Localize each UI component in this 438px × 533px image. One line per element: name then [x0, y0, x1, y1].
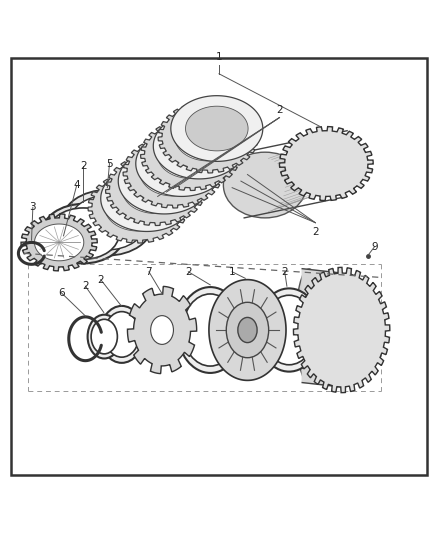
Text: 5: 5 — [106, 159, 113, 168]
Polygon shape — [136, 131, 228, 197]
Text: 2: 2 — [80, 161, 87, 171]
Polygon shape — [302, 269, 342, 387]
Polygon shape — [101, 166, 193, 231]
Text: 2: 2 — [312, 227, 319, 237]
Text: 2: 2 — [97, 274, 104, 285]
Ellipse shape — [262, 295, 316, 365]
Ellipse shape — [226, 302, 268, 358]
Polygon shape — [106, 154, 205, 225]
Text: 1: 1 — [229, 266, 236, 277]
Polygon shape — [116, 176, 178, 221]
Ellipse shape — [183, 294, 238, 366]
Ellipse shape — [296, 269, 322, 383]
Polygon shape — [21, 214, 97, 271]
Ellipse shape — [42, 204, 125, 263]
Polygon shape — [209, 280, 286, 381]
Polygon shape — [88, 172, 188, 243]
Polygon shape — [175, 114, 241, 161]
Text: 9: 9 — [371, 242, 378, 252]
Polygon shape — [35, 224, 84, 261]
Polygon shape — [141, 119, 240, 190]
Ellipse shape — [238, 318, 257, 343]
Polygon shape — [157, 131, 224, 179]
Text: 2: 2 — [185, 266, 192, 277]
Ellipse shape — [177, 287, 243, 373]
Polygon shape — [151, 141, 213, 186]
Ellipse shape — [47, 208, 119, 260]
Ellipse shape — [100, 306, 144, 363]
Text: 2: 2 — [281, 266, 288, 277]
Polygon shape — [133, 159, 195, 204]
Polygon shape — [293, 268, 390, 393]
Polygon shape — [127, 286, 197, 374]
Ellipse shape — [91, 319, 117, 354]
Ellipse shape — [61, 190, 153, 255]
Text: 2: 2 — [82, 281, 89, 291]
Polygon shape — [118, 148, 210, 214]
Text: 1: 1 — [215, 52, 223, 61]
Ellipse shape — [151, 316, 173, 344]
Ellipse shape — [88, 314, 121, 359]
Polygon shape — [186, 106, 248, 151]
Polygon shape — [123, 136, 223, 208]
Polygon shape — [168, 124, 230, 168]
Text: 4: 4 — [73, 181, 80, 190]
Text: 3: 3 — [29, 203, 36, 212]
Polygon shape — [153, 113, 245, 179]
Polygon shape — [105, 184, 171, 231]
Ellipse shape — [104, 312, 139, 357]
Text: 2: 2 — [276, 106, 283, 115]
Ellipse shape — [69, 196, 145, 250]
Ellipse shape — [223, 152, 307, 218]
Text: 7: 7 — [145, 266, 152, 277]
Polygon shape — [171, 96, 263, 161]
Polygon shape — [279, 126, 373, 200]
Text: 6: 6 — [58, 288, 65, 298]
Polygon shape — [140, 149, 206, 196]
Ellipse shape — [257, 288, 321, 372]
Polygon shape — [122, 166, 189, 214]
Polygon shape — [158, 102, 258, 173]
